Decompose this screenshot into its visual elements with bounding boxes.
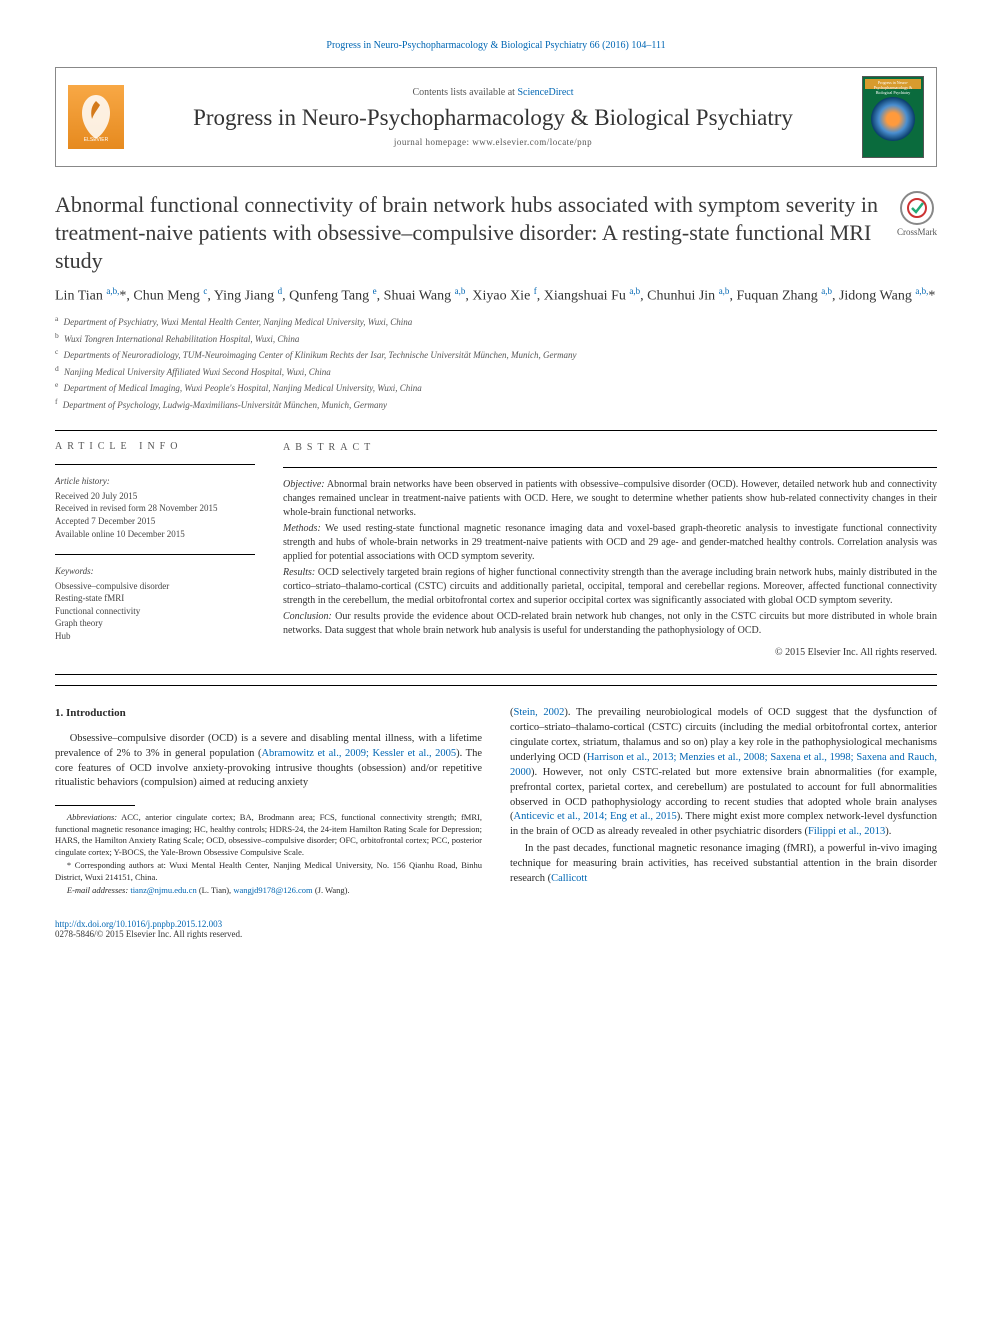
journal-homepage: journal homepage: www.elsevier.com/locat… [140,137,846,147]
body-paragraph: (Stein, 2002). The prevailing neurobiolo… [510,706,937,840]
divider [55,674,937,675]
running-head[interactable]: Progress in Neuro-Psychopharmacology & B… [55,40,937,51]
keywords-label: Keywords: [55,565,255,578]
citation-link[interactable]: Filippi et al., 2013 [808,826,885,837]
divider [283,467,937,468]
aff-link[interactable]: d [278,286,283,296]
aff-link[interactable]: a,b, [915,286,928,296]
citation-link[interactable]: Callicott [551,873,587,884]
aff-link[interactable]: a,b [629,286,640,296]
aff-link[interactable]: e [373,286,377,296]
affiliation-line: e Department of Medical Imaging, Wuxi Pe… [55,379,937,396]
abstract-paragraph: Results: OCD selectively targeted brain … [283,566,937,608]
issn-copyright: 0278-5846/© 2015 Elsevier Inc. All right… [55,929,242,939]
contents-prefix: Contents lists available at [412,87,517,98]
cover-brain-graphic [871,97,915,141]
article-info-column: ARTICLE INFO Article history: Received 2… [55,441,255,660]
aff-link[interactable]: c [203,286,207,296]
history-line: Received 20 July 2015 [55,490,255,503]
divider [55,554,255,555]
sciencedirect-link[interactable]: ScienceDirect [517,87,573,98]
keyword: Functional connectivity [55,605,255,618]
article-info-head: ARTICLE INFO [55,441,255,452]
crossmark-icon [900,191,934,225]
doi-link[interactable]: http://dx.doi.org/10.1016/j.pnpbp.2015.1… [55,919,222,929]
citation-link[interactable]: Anticevic et al., 2014; Eng et al., 2015 [514,811,677,822]
keyword: Hub [55,630,255,643]
keyword: Graph theory [55,617,255,630]
homepage-label: journal homepage: [394,137,472,147]
article-title: Abnormal functional connectivity of brai… [55,191,885,275]
author-list: Lin Tian a,b,*, Chun Meng c, Ying Jiang … [55,285,937,307]
contents-line: Contents lists available at ScienceDirec… [140,87,846,98]
abbrev-text: ACC, anterior cingulate cortex; BA, Brod… [55,812,482,856]
page-footer: http://dx.doi.org/10.1016/j.pnpbp.2015.1… [55,919,937,939]
aff-link[interactable]: a,b [719,286,730,296]
elsevier-logo: ELSEVIER [68,85,124,149]
aff-link[interactable]: a,b [455,286,466,296]
affiliation-line: a Department of Psychiatry, Wuxi Mental … [55,313,937,330]
history-line: Accepted 7 December 2015 [55,515,255,528]
corresponding-footnote: * Corresponding authors at: Wuxi Mental … [55,860,482,883]
svg-text:ELSEVIER: ELSEVIER [84,137,109,143]
article-history: Article history: Received 20 July 2015Re… [55,475,255,540]
body-two-column: 1. Introduction Obsessive–compulsive dis… [55,706,937,897]
history-line: Available online 10 December 2015 [55,528,255,541]
text: ). [885,826,891,837]
citation-link[interactable]: Abramowitz et al., 2009; Kessler et al.,… [261,748,456,759]
body-paragraph: In the past decades, functional magnetic… [510,842,937,887]
abbreviations-footnote: Abbreviations: ACC, anterior cingulate c… [55,812,482,858]
affiliations: a Department of Psychiatry, Wuxi Mental … [55,313,937,412]
corr-label: * Corresponding authors at: [67,860,169,870]
abstract-paragraph: Conclusion: Our results provide the evid… [283,610,937,638]
affiliation-line: f Department of Psychology, Ludwig-Maxim… [55,396,937,413]
abstract-paragraph: Methods: We used resting-state functiona… [283,522,937,564]
aff-link[interactable]: f [534,286,537,296]
affiliation-line: d Nanjing Medical University Affiliated … [55,363,937,380]
history-label: Article history: [55,475,255,488]
footnote-rule [55,805,135,806]
keywords-block: Keywords: Obsessive–compulsive disorderR… [55,565,255,643]
body-paragraph: Obsessive–compulsive disorder (OCD) is a… [55,732,482,792]
aff-link[interactable]: a,b [821,286,832,296]
section-heading: 1. Introduction [55,706,482,722]
aff-link[interactable]: a,b, [106,286,119,296]
journal-header: ELSEVIER Contents lists available at Sci… [55,67,937,167]
journal-name: Progress in Neuro-Psychopharmacology & B… [140,104,846,133]
footnotes: Abbreviations: ACC, anterior cingulate c… [55,812,482,896]
divider-thick [55,685,937,686]
affiliation-line: c Departments of Neuroradiology, TUM-Neu… [55,346,937,363]
keyword: Resting-state fMRI [55,592,255,605]
citation-link[interactable]: Stein, 2002 [514,707,565,718]
abstract-column: ABSTRACT Objective: Abnormal brain netwo… [283,441,937,660]
divider [55,464,255,465]
text: (J. Wang). [313,885,350,895]
history-line: Received in revised form 28 November 201… [55,502,255,515]
crossmark-badge[interactable]: CrossMark [897,191,937,237]
email-link[interactable]: wangjd9178@126.com [233,885,312,895]
abstract-paragraph: Objective: Abnormal brain networks have … [283,478,937,520]
email-footnote: E-mail addresses: tianz@njmu.edu.cn (L. … [55,885,482,896]
homepage-url[interactable]: www.elsevier.com/locate/pnp [472,137,592,147]
journal-center: Contents lists available at ScienceDirec… [140,87,846,147]
abbrev-label: Abbreviations: [67,812,117,822]
crossmark-label: CrossMark [897,227,937,237]
cover-title-bar: Progress in Neuro-Psychopharmacology & B… [865,79,921,89]
text: (L. Tian), [197,885,234,895]
abstract-copyright: © 2015 Elsevier Inc. All rights reserved… [283,646,937,660]
keyword: Obsessive–compulsive disorder [55,580,255,593]
email-link[interactable]: tianz@njmu.edu.cn [130,885,196,895]
email-label: E-mail addresses: [67,885,128,895]
affiliation-line: b Wuxi Tongren International Rehabilitat… [55,330,937,347]
divider [55,430,937,431]
abstract-head: ABSTRACT [283,441,937,455]
journal-cover-thumb: Progress in Neuro-Psychopharmacology & B… [862,76,924,158]
